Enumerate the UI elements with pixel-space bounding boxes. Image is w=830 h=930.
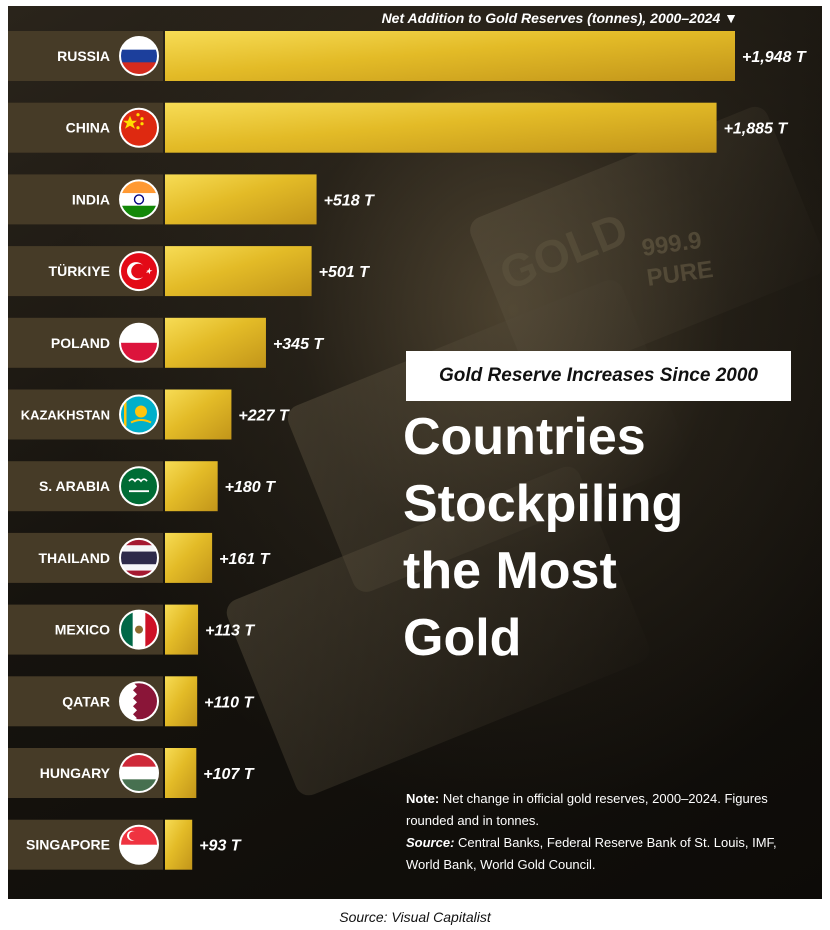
category-label: MEXICO — [55, 622, 110, 638]
qatar-flag-icon — [119, 681, 159, 722]
bar — [165, 461, 218, 512]
value-label: +345 T — [273, 336, 324, 353]
kazakhstan-flag-icon — [119, 394, 159, 435]
value-label: +113 T — [205, 623, 255, 640]
chart-row: KAZAKHSTAN +227 T — [8, 389, 290, 440]
china-flag-icon — [119, 107, 159, 148]
headline-line-3: the Most — [403, 542, 617, 600]
poland-flag-icon — [119, 322, 159, 363]
value-label: +180 T — [225, 479, 276, 496]
bar — [165, 748, 197, 798]
value-label: +518 T — [324, 192, 375, 209]
source-caption: Source: Visual Capitalist — [339, 909, 491, 925]
bullion-stamp-gold: GOLD — [492, 202, 635, 300]
value-label: +161 T — [219, 551, 270, 568]
headline-line-2: Stockpiling — [403, 475, 684, 533]
bar — [165, 676, 198, 727]
subtitle-box: Gold Reserve Increases Since 2000 — [406, 351, 791, 401]
bullion-stamp-purity: 999.9 — [640, 227, 703, 262]
headline-line-1: Countries — [403, 408, 646, 466]
infographic-panel: GOLD 999.9 PURE RUSSIA +1,948 T CHINA +1,88… — [8, 6, 822, 899]
value-label: +110 T — [204, 694, 254, 711]
note-label: Note: — [406, 791, 440, 806]
category-label: RUSSIA — [57, 48, 110, 64]
saudi-arabia-flag-icon — [119, 466, 159, 507]
category-label: INDIA — [72, 191, 110, 207]
value-label: +501 T — [319, 264, 370, 281]
mexico-flag-icon — [119, 609, 159, 650]
category-label: QATAR — [62, 693, 110, 709]
bar — [165, 317, 266, 368]
source-label: Source: — [406, 835, 455, 850]
subtitle: Gold Reserve Increases Since 2000 — [439, 365, 758, 386]
bar-chart: GOLD 999.9 PURE RUSSIA +1,948 T CHINA +1,88… — [8, 31, 807, 870]
chart-row: MEXICO +113 T — [8, 604, 255, 655]
headline-line-4: Gold — [403, 609, 522, 667]
bar — [165, 819, 193, 870]
bar — [165, 102, 717, 153]
note-block: Note: Net change in official gold reserv… — [406, 788, 811, 876]
category-label: HUNGARY — [40, 765, 111, 781]
chart-row: INDIA +518 T — [8, 174, 375, 225]
bar — [165, 174, 317, 225]
value-label: +93 T — [199, 838, 242, 855]
chart-row: CHINA +1,885 T — [8, 102, 789, 153]
thailand-flag-icon — [119, 537, 159, 578]
bar — [165, 604, 199, 655]
value-label: +1,885 T — [724, 121, 789, 138]
bar — [165, 246, 312, 297]
value-label: +227 T — [238, 408, 289, 425]
bar — [165, 31, 735, 81]
category-label: S. ARABIA — [39, 478, 110, 494]
bar — [165, 532, 213, 583]
value-label: +1,948 T — [742, 49, 807, 66]
chart-row: RUSSIA +1,948 T — [8, 31, 807, 81]
category-label: POLAND — [51, 335, 110, 351]
chart-row: HUNGARY +107 T — [8, 748, 255, 798]
bullion-stamp: GOLD 999.9 PURE — [492, 202, 715, 300]
chart-row: S. ARABIA +180 T — [8, 461, 276, 512]
source-text: Central Banks, Federal Reserve Bank of S… — [406, 835, 777, 872]
category-label: KAZAKHSTAN — [21, 408, 110, 423]
chart-row: TÜRKIYE +501 T — [8, 246, 370, 297]
chart-row: SINGAPORE +93 T — [8, 819, 242, 870]
chart-row: POLAND +345 T — [8, 317, 324, 368]
bullion-stamp-pure: PURE — [645, 256, 715, 292]
category-label: TÜRKIYE — [49, 263, 110, 279]
headline: Countries Stockpiling the Most Gold — [403, 404, 803, 672]
note-text: Net change in official gold reserves, 20… — [406, 791, 768, 828]
bar — [165, 389, 232, 440]
turkiye-flag-icon — [119, 251, 159, 292]
chart-row: THAILAND +161 T — [8, 532, 271, 583]
singapore-flag-icon — [119, 824, 159, 865]
russia-flag-icon — [119, 36, 159, 76]
chart-title: Net Addition to Gold Reserves (tonnes), … — [381, 10, 738, 26]
category-label: SINGAPORE — [26, 837, 110, 853]
india-flag-icon — [119, 179, 159, 220]
chart-row: QATAR +110 T — [8, 676, 254, 727]
hungary-flag-icon — [119, 753, 159, 793]
value-label: +107 T — [203, 766, 254, 783]
category-label: CHINA — [66, 120, 110, 136]
category-label: THAILAND — [38, 550, 110, 566]
